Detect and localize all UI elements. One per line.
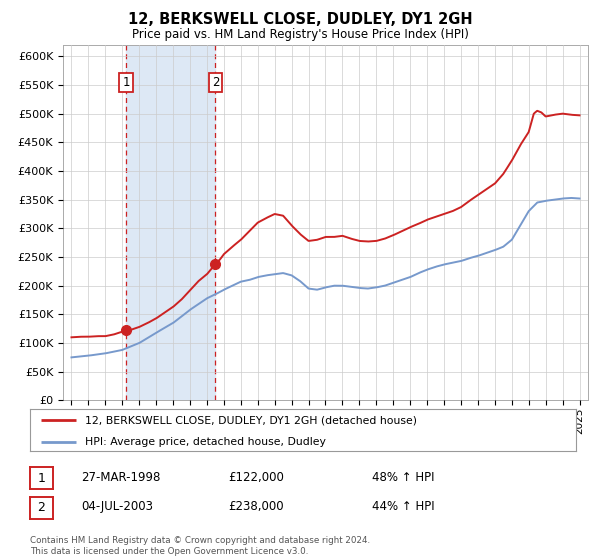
Text: £122,000: £122,000: [228, 470, 284, 484]
Text: 12, BERKSWELL CLOSE, DUDLEY, DY1 2GH (detached house): 12, BERKSWELL CLOSE, DUDLEY, DY1 2GH (de…: [85, 415, 416, 425]
Text: Price paid vs. HM Land Registry's House Price Index (HPI): Price paid vs. HM Land Registry's House …: [131, 28, 469, 41]
Bar: [126, 45, 215, 400]
Text: 44% ↑ HPI: 44% ↑ HPI: [372, 500, 434, 514]
Text: Contains HM Land Registry data © Crown copyright and database right 2024.
This d: Contains HM Land Registry data © Crown c…: [30, 536, 370, 556]
Text: 2: 2: [212, 76, 219, 88]
Text: 1: 1: [37, 472, 46, 485]
Text: HPI: Average price, detached house, Dudley: HPI: Average price, detached house, Dudl…: [85, 437, 325, 446]
Text: 12, BERKSWELL CLOSE, DUDLEY, DY1 2GH: 12, BERKSWELL CLOSE, DUDLEY, DY1 2GH: [128, 12, 472, 27]
Text: 04-JUL-2003: 04-JUL-2003: [81, 500, 153, 514]
Text: £238,000: £238,000: [228, 500, 284, 514]
Text: 48% ↑ HPI: 48% ↑ HPI: [372, 470, 434, 484]
Text: 27-MAR-1998: 27-MAR-1998: [81, 470, 160, 484]
Text: 2: 2: [37, 501, 46, 515]
Text: 1: 1: [122, 76, 130, 88]
